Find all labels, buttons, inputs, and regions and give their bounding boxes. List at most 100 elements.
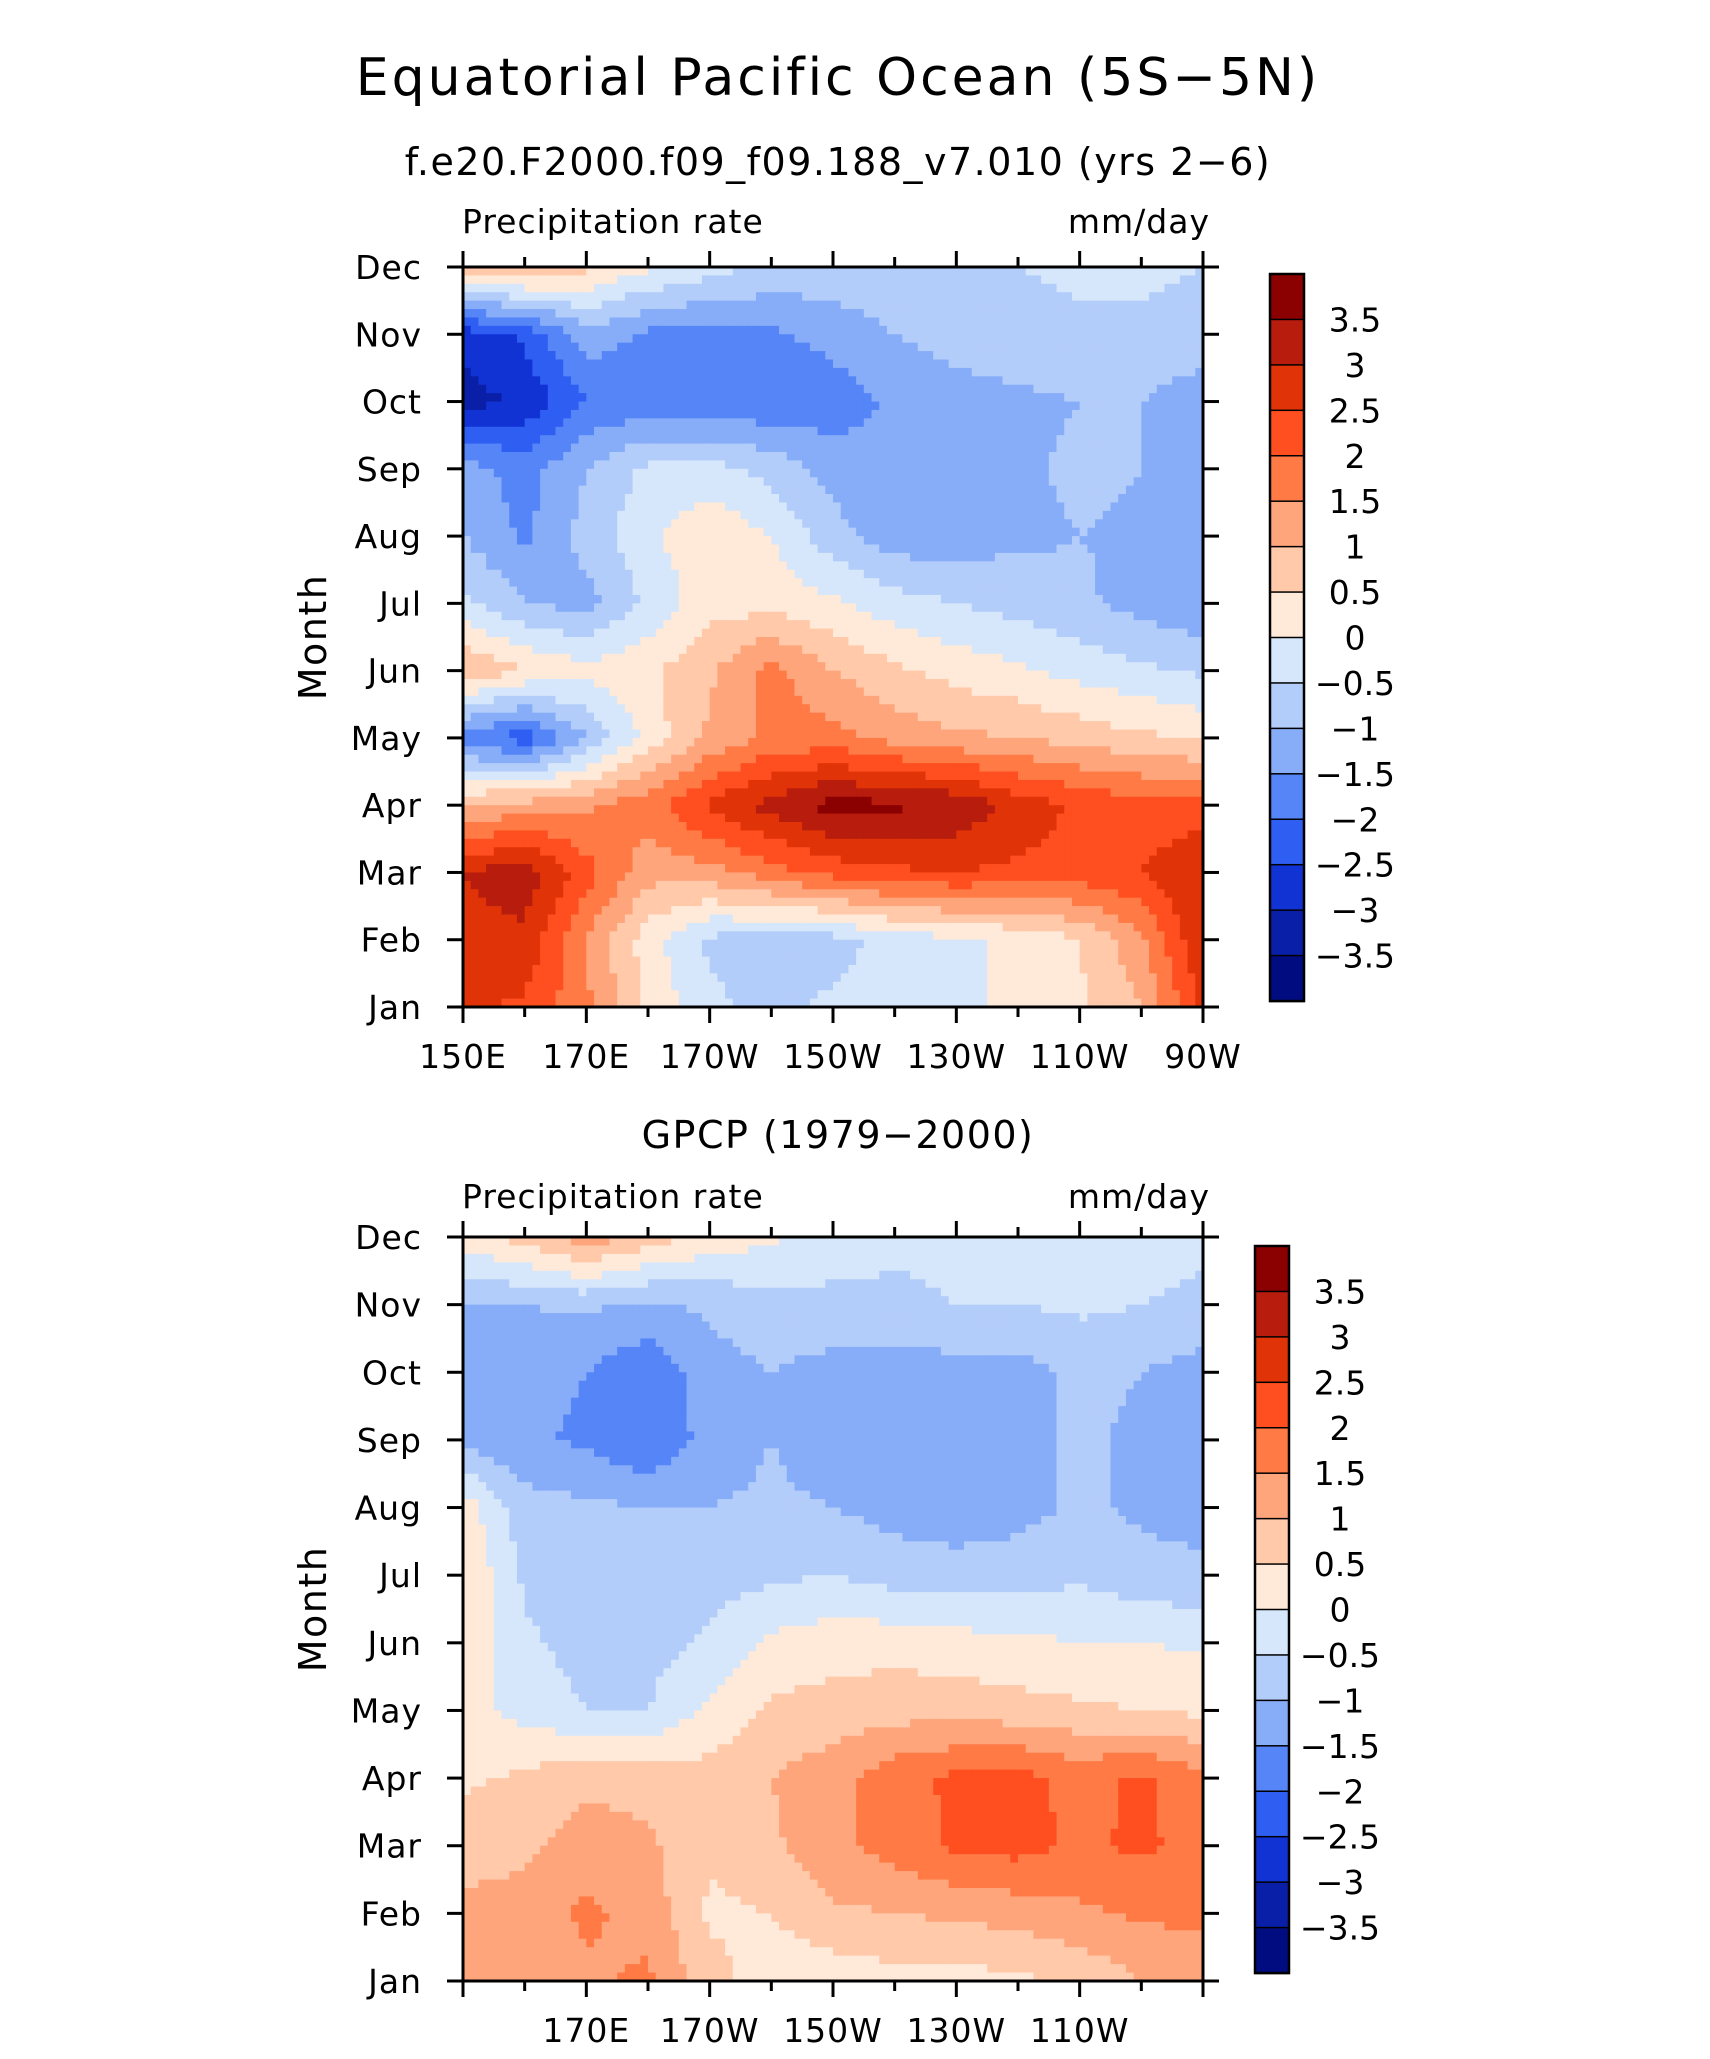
contour-cell bbox=[748, 561, 757, 571]
contour-cell bbox=[1141, 645, 1150, 655]
contour-cell bbox=[1125, 351, 1135, 361]
contour-cell bbox=[717, 578, 726, 588]
contour-cell bbox=[617, 620, 626, 630]
contour-cell bbox=[671, 393, 680, 403]
contour-cell bbox=[1025, 519, 1035, 529]
contour-cell bbox=[871, 637, 880, 647]
contour-cell bbox=[470, 695, 480, 705]
contour-cell bbox=[755, 695, 765, 705]
contour-cell bbox=[486, 552, 495, 562]
contour-cell bbox=[594, 325, 603, 335]
contour-cell bbox=[1102, 569, 1112, 579]
contour-cell bbox=[987, 645, 996, 655]
contour-cell bbox=[701, 620, 711, 630]
contour-cell bbox=[763, 275, 772, 285]
contour-cell bbox=[732, 283, 742, 293]
contour-cell bbox=[786, 325, 796, 335]
contour-cell bbox=[501, 637, 510, 647]
contour-cell bbox=[594, 393, 603, 403]
contour-cell bbox=[994, 544, 1004, 554]
contour-cell bbox=[856, 468, 865, 478]
contour-cell bbox=[725, 628, 734, 638]
contour-cell bbox=[1102, 611, 1112, 621]
contour-cell bbox=[848, 468, 857, 478]
contour-cell bbox=[671, 628, 680, 638]
contour-cell bbox=[1118, 300, 1127, 310]
contour-cell bbox=[678, 283, 688, 293]
contour-cell bbox=[917, 409, 927, 419]
contour-cell bbox=[1179, 351, 1189, 361]
contour-cell bbox=[516, 359, 526, 369]
contour-cell bbox=[486, 460, 495, 470]
contour-cell bbox=[617, 527, 626, 537]
contour-cell bbox=[917, 460, 927, 470]
contour-cell bbox=[1141, 460, 1150, 470]
contour-cell bbox=[594, 426, 603, 436]
contour-cell bbox=[979, 468, 988, 478]
contour-cell bbox=[663, 552, 672, 562]
contour-cell bbox=[725, 544, 734, 554]
contour-cell bbox=[1079, 544, 1088, 554]
contour-cell bbox=[1002, 393, 1011, 403]
contour-cell bbox=[1102, 309, 1112, 319]
contour-cell bbox=[732, 267, 742, 277]
contour-cell bbox=[1002, 342, 1011, 352]
contour-cell bbox=[1125, 611, 1135, 621]
contour-cell bbox=[817, 283, 826, 293]
contour-cell bbox=[1156, 510, 1166, 520]
contour-cell bbox=[1164, 611, 1173, 621]
contour-cell bbox=[1002, 409, 1011, 419]
contour-cell bbox=[1041, 586, 1050, 596]
contour-cell bbox=[1141, 351, 1150, 361]
contour-cell bbox=[748, 468, 757, 478]
contour-cell bbox=[848, 300, 857, 310]
contour-cell bbox=[925, 544, 934, 554]
contour-cell bbox=[663, 679, 672, 689]
contour-cell bbox=[1025, 645, 1035, 655]
contour-cell bbox=[1195, 662, 1204, 672]
contour-cell bbox=[940, 275, 950, 285]
contour-cell bbox=[1025, 409, 1035, 419]
contour-cell bbox=[964, 309, 973, 319]
contour-cell bbox=[478, 300, 487, 310]
contour-cell bbox=[910, 367, 919, 377]
contour-cell bbox=[1064, 435, 1073, 445]
contour-cell bbox=[1156, 536, 1166, 546]
contour-cell bbox=[1187, 367, 1196, 377]
contour-cell bbox=[925, 283, 934, 293]
contour-cell bbox=[501, 628, 510, 638]
contour-cell bbox=[1195, 569, 1204, 579]
contour-cell bbox=[1048, 384, 1058, 394]
contour-cell bbox=[1133, 468, 1142, 478]
contour-cell bbox=[856, 452, 865, 462]
contour-cell bbox=[886, 317, 896, 327]
contour-cell bbox=[701, 594, 711, 604]
contour-cell bbox=[663, 275, 672, 285]
contour-cell bbox=[840, 409, 850, 419]
contour-cell bbox=[817, 620, 826, 630]
contour-cell bbox=[755, 653, 765, 663]
contour-cell bbox=[825, 536, 834, 546]
contour-cell bbox=[817, 393, 826, 403]
contour-cell bbox=[1010, 418, 1019, 428]
contour-cell bbox=[779, 662, 788, 672]
contour-cell bbox=[663, 645, 672, 655]
contour-cell bbox=[809, 292, 819, 302]
contour-cell bbox=[532, 351, 541, 361]
contour-cell bbox=[501, 561, 510, 571]
contour-cell bbox=[478, 569, 487, 579]
contour-cell bbox=[917, 275, 927, 285]
contour-cell bbox=[1056, 695, 1065, 705]
contour-cell bbox=[732, 620, 742, 630]
contour-cell bbox=[848, 552, 857, 562]
contour-cell bbox=[678, 384, 688, 394]
contour-cell bbox=[1141, 367, 1150, 377]
contour-cell bbox=[663, 468, 672, 478]
contour-cell bbox=[1002, 452, 1011, 462]
contour-cell bbox=[701, 325, 711, 335]
contour-cell bbox=[709, 317, 718, 327]
contour-cell bbox=[501, 552, 510, 562]
contour-cell bbox=[1048, 594, 1058, 604]
contour-cell bbox=[771, 393, 780, 403]
contour-cell bbox=[671, 435, 680, 445]
